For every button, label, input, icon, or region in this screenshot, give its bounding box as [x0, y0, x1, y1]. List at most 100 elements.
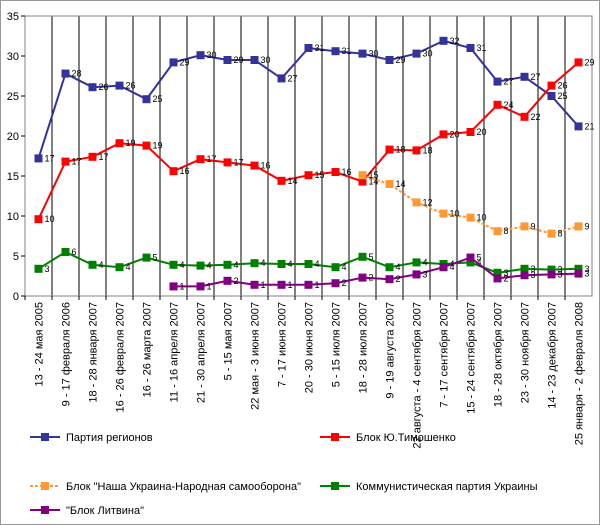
- point-marker: [574, 264, 583, 273]
- x-tick-label: 9 - 17 февраля 2006: [61, 302, 73, 406]
- data-label: 29: [585, 57, 595, 67]
- point-marker: [493, 100, 502, 109]
- point-marker: [61, 69, 70, 78]
- x-tick-label: 22 мая - 3 июня 2007: [250, 302, 262, 410]
- data-label: 4: [342, 262, 347, 272]
- point-marker: [385, 56, 394, 64]
- data-label: 2: [504, 273, 509, 283]
- data-label: 3: [531, 264, 536, 274]
- point-marker: [34, 215, 43, 224]
- point-marker: [142, 95, 151, 104]
- data-label: 2: [396, 274, 401, 284]
- x-tick-label: 18 - 28 июля 2007: [358, 302, 370, 393]
- point-marker: [115, 263, 124, 272]
- data-label: 26: [99, 82, 109, 92]
- y-tick-label: 15: [7, 171, 19, 183]
- point-marker: [196, 282, 205, 291]
- data-label: 31: [315, 43, 325, 53]
- data-label: 6: [72, 247, 77, 257]
- data-label: 27: [288, 73, 298, 83]
- data-label: 15: [369, 170, 379, 180]
- x-tick-label: 9 - 19 августа 2007: [385, 302, 397, 399]
- point-marker: [304, 260, 313, 268]
- legend-marker: [331, 482, 339, 490]
- x-tick-label: 18 - 28 октября 2007: [493, 302, 505, 407]
- y-tick-label: 35: [7, 11, 19, 23]
- point-marker: [169, 167, 178, 176]
- point-marker: [439, 263, 448, 272]
- point-marker: [61, 248, 70, 256]
- point-marker: [169, 58, 178, 67]
- point-marker: [385, 145, 394, 154]
- data-label: 26: [126, 81, 136, 91]
- point-marker: [277, 260, 286, 268]
- data-label: 3: [531, 270, 536, 280]
- point-marker: [196, 155, 205, 164]
- data-label: 4: [423, 257, 428, 267]
- data-label: 29: [396, 55, 406, 65]
- data-label: 3: [558, 265, 563, 275]
- y-tick-label: 20: [7, 131, 19, 143]
- data-label: 5: [477, 253, 482, 263]
- point-marker: [88, 260, 97, 269]
- legend-marker: [331, 433, 339, 441]
- x-tick-label: 7 - 17 сентября 2007: [439, 302, 451, 408]
- data-label: 1: [180, 281, 185, 291]
- point-marker: [358, 49, 367, 58]
- data-label: 14: [369, 177, 379, 187]
- data-label: 17: [207, 154, 217, 164]
- point-marker: [250, 259, 259, 268]
- data-label: 14: [288, 176, 298, 186]
- point-marker: [115, 139, 124, 148]
- point-marker: [196, 51, 205, 60]
- point-marker: [547, 229, 556, 238]
- point-marker: [547, 92, 556, 100]
- data-label: 5: [153, 253, 158, 263]
- legend-marker: [41, 506, 49, 514]
- data-label: 3: [504, 268, 509, 278]
- data-label: 4: [207, 261, 212, 271]
- data-label: 17: [99, 152, 109, 162]
- point-marker: [358, 273, 367, 282]
- data-label: 19: [126, 138, 136, 148]
- point-marker: [169, 260, 178, 269]
- data-label: 17: [72, 157, 82, 167]
- point-marker: [358, 177, 367, 186]
- data-label: 16: [180, 166, 190, 176]
- data-label: 2: [369, 273, 374, 283]
- y-tick-label: 10: [7, 211, 19, 223]
- point-marker: [385, 263, 394, 272]
- data-label: 19: [153, 141, 163, 151]
- x-tick-label: 5 - 15 мая 2007: [223, 302, 235, 380]
- point-marker: [223, 158, 232, 167]
- plot-area: [24, 15, 593, 297]
- point-marker: [277, 280, 286, 289]
- point-marker: [412, 198, 421, 207]
- point-marker: [439, 130, 448, 139]
- point-marker: [304, 44, 313, 52]
- point-marker: [331, 279, 340, 288]
- data-label: 2: [234, 276, 239, 286]
- x-tick-label: 16 - 26 марта 2007: [142, 302, 154, 397]
- point-marker: [88, 83, 97, 92]
- legend-label: Коммунистическая партия Украины: [356, 481, 538, 493]
- data-label: 4: [450, 262, 455, 272]
- point-marker: [223, 276, 232, 285]
- point-marker: [466, 253, 475, 262]
- point-marker: [223, 260, 232, 269]
- point-marker: [169, 282, 178, 291]
- data-label: 25: [558, 91, 568, 101]
- data-label: 29: [234, 55, 244, 65]
- point-marker: [520, 112, 529, 121]
- data-label: 31: [342, 46, 352, 56]
- data-label: 10: [450, 209, 460, 219]
- legend-label: Блок Ю.Тимошенко: [356, 432, 456, 444]
- data-label: 14: [396, 179, 406, 189]
- data-label: 4: [99, 260, 104, 270]
- legend-label: "Блок Литвина": [66, 505, 144, 517]
- point-marker: [304, 280, 313, 289]
- data-label: 1: [288, 280, 293, 290]
- point-marker: [412, 270, 421, 279]
- point-marker: [466, 258, 475, 267]
- data-label: 18: [423, 145, 433, 155]
